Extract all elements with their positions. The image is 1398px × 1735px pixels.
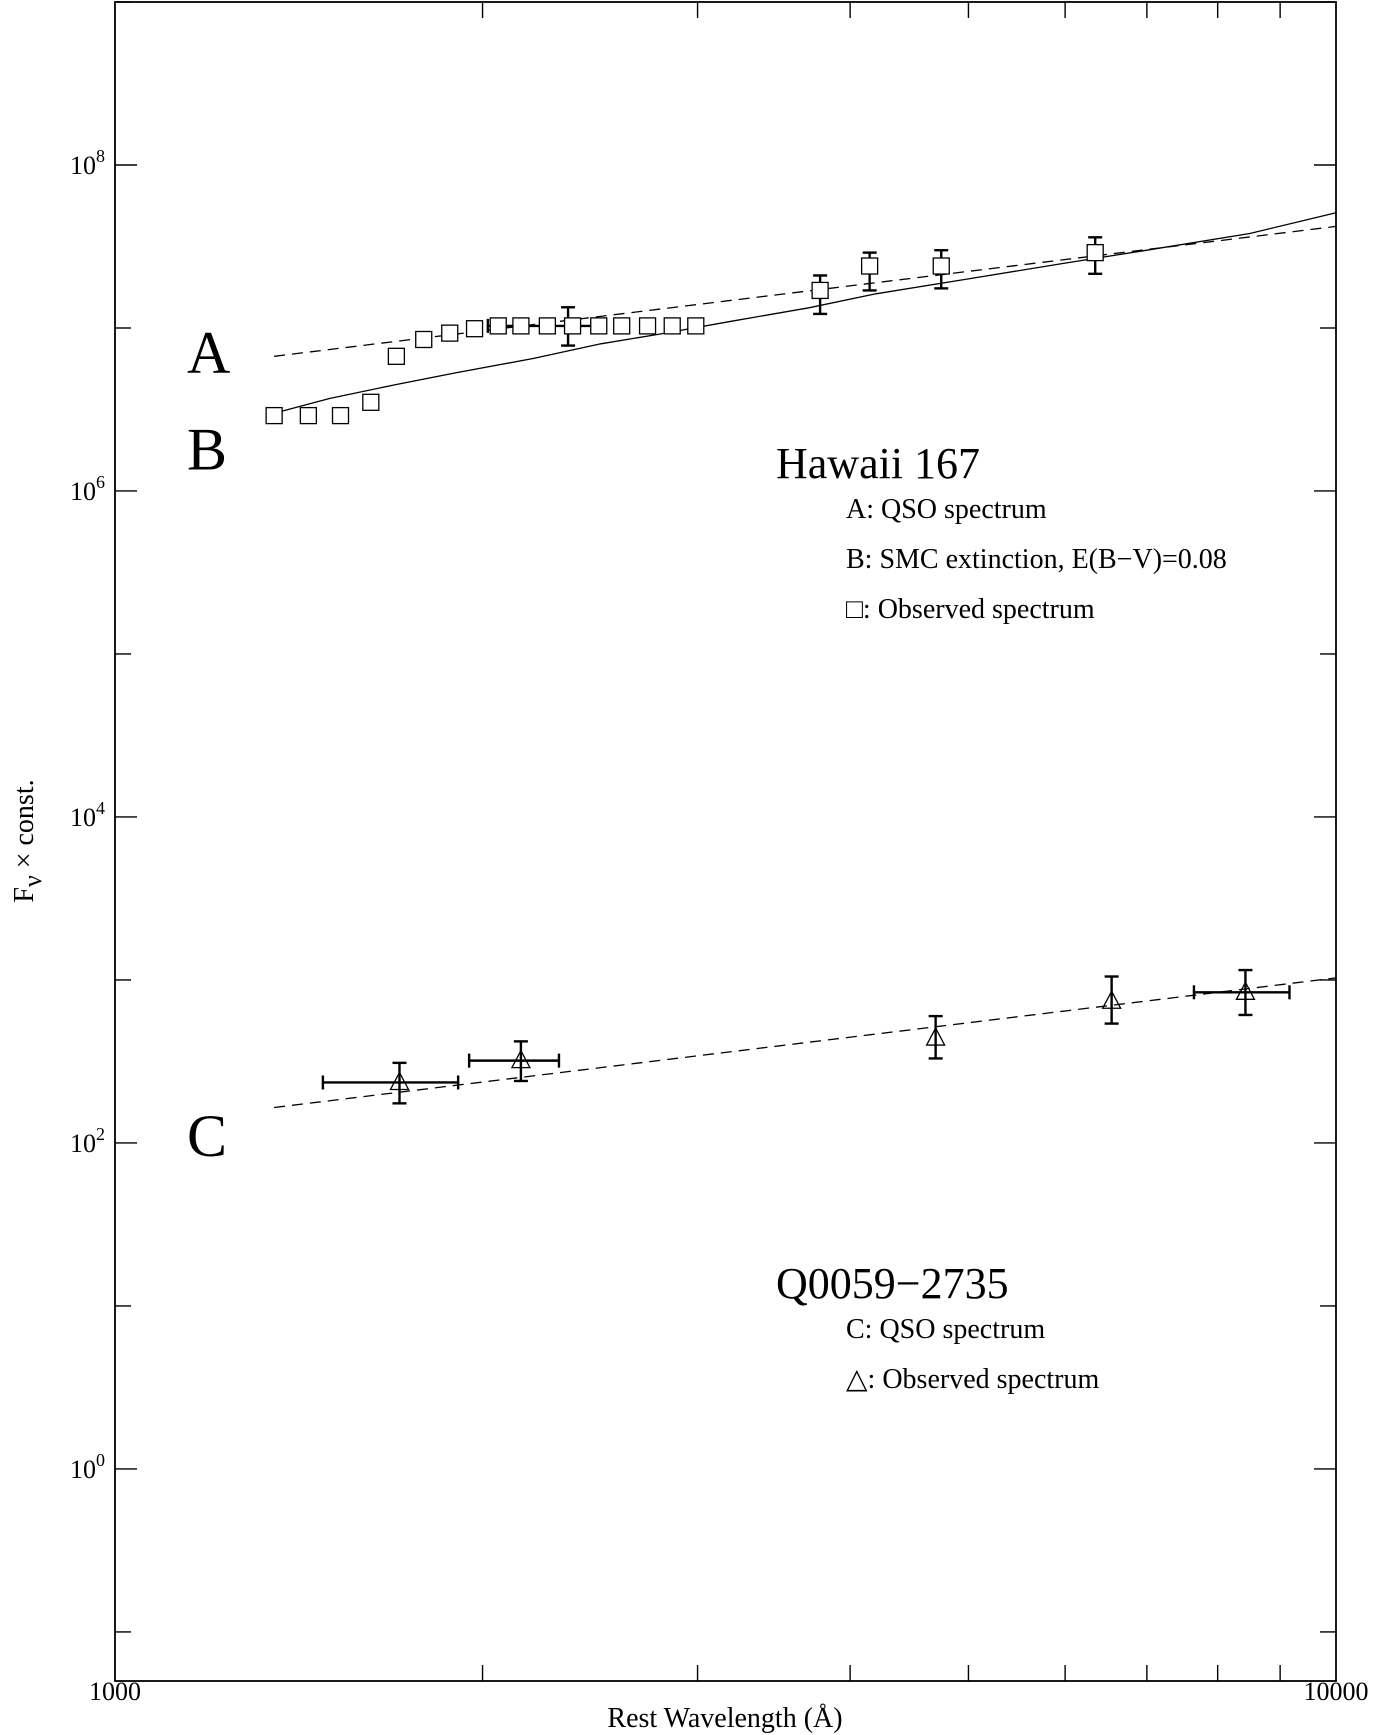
curve-label: B bbox=[187, 416, 227, 482]
y-tick-label-exponent: 6 bbox=[96, 472, 105, 492]
y-tick-label: 100 bbox=[70, 1450, 105, 1484]
curve-labels: AB C bbox=[187, 320, 230, 1169]
square-marker bbox=[538, 317, 557, 335]
square-marker bbox=[563, 317, 582, 335]
legend-item-text: : Observed spectrum bbox=[868, 1364, 1100, 1395]
x-tick-labels: 1000 10000 bbox=[89, 1677, 1369, 1706]
square-marker bbox=[811, 281, 829, 300]
y-axis-title: Fν × const. bbox=[9, 779, 47, 902]
square-legend-icon: □ bbox=[846, 594, 863, 625]
x-tick-label: 10000 bbox=[1304, 1677, 1369, 1706]
triangle-marker bbox=[389, 1071, 410, 1091]
dashed-model-curve bbox=[274, 977, 1337, 1109]
y-tick-label: 102 bbox=[70, 1124, 105, 1158]
plot-frame bbox=[114, 1, 1337, 1682]
y-tick-label-exponent: 0 bbox=[96, 1450, 105, 1470]
square-marker bbox=[465, 320, 484, 338]
legend-item: C: QSO spectrum bbox=[846, 1314, 1045, 1345]
triangle-marker bbox=[510, 1049, 531, 1069]
y-tick-label-exponent: 8 bbox=[96, 146, 105, 166]
square-marker bbox=[687, 317, 705, 335]
y-tick-label-exponent: 2 bbox=[96, 1124, 105, 1144]
y-tick-label-base: 10 bbox=[70, 151, 96, 180]
legend-item-text: B: SMC extinction, E(B−V)=0.08 bbox=[846, 544, 1227, 575]
triangle-marker bbox=[1101, 989, 1122, 1009]
square-marker bbox=[489, 317, 507, 335]
triangle-marker bbox=[925, 1026, 946, 1046]
y-tick-label-base: 10 bbox=[70, 1455, 96, 1484]
legend-group-title: Q0059−2735 bbox=[776, 1259, 1009, 1308]
square-marker bbox=[638, 317, 657, 335]
square-marker bbox=[299, 406, 318, 425]
y-axis-title-part: × const. bbox=[9, 779, 40, 875]
square-marker bbox=[331, 406, 350, 425]
legend-groups: Hawaii 167 A: QSO spectrum B: SMC extincti… bbox=[776, 439, 1227, 1395]
legend-item: B: SMC extinction, E(B−V)=0.08 bbox=[846, 544, 1227, 575]
square-marker bbox=[415, 330, 433, 349]
y-tick-label: 108 bbox=[70, 146, 105, 180]
square-marker bbox=[387, 347, 406, 365]
square-marker bbox=[362, 393, 380, 411]
y-tick-label-exponent: 4 bbox=[96, 798, 105, 818]
y-tick-label: 104 bbox=[70, 798, 105, 832]
data-markers bbox=[265, 243, 1256, 1091]
square-marker bbox=[590, 317, 608, 335]
legend-item: □: Observed spectrum bbox=[846, 594, 1095, 625]
square-marker bbox=[613, 317, 631, 335]
curve-label: C bbox=[187, 1103, 227, 1169]
y-axis-title-part: F bbox=[9, 887, 40, 903]
square-marker bbox=[932, 257, 950, 275]
legend-item-text: C: QSO spectrum bbox=[846, 1314, 1045, 1345]
triangle-legend-icon: △ bbox=[846, 1364, 868, 1395]
legend-item-text: : Observed spectrum bbox=[863, 594, 1095, 625]
legend-group: Hawaii 167 A: QSO spectrum B: SMC extincti… bbox=[776, 439, 1227, 625]
square-marker bbox=[265, 406, 283, 425]
y-tick-label-base: 10 bbox=[70, 1129, 96, 1158]
y-tick-label: 106 bbox=[70, 472, 105, 506]
square-marker bbox=[512, 317, 530, 335]
legend-group-title: Hawaii 167 bbox=[776, 439, 980, 488]
y-minor-ticks bbox=[115, 1, 1336, 1633]
y-axis-title-part: ν bbox=[18, 875, 47, 887]
x-axis-title: Rest Wavelength (Å) bbox=[607, 1703, 842, 1734]
square-marker bbox=[1086, 243, 1104, 262]
model-curves bbox=[273, 212, 1337, 1109]
x-minor-ticks bbox=[481, 2, 1281, 1681]
square-marker bbox=[860, 257, 879, 275]
legend-group: Q0059−2735 C: QSO spectrum △: Observed spe… bbox=[776, 1259, 1099, 1395]
y-tick-label-base: 10 bbox=[70, 477, 96, 506]
square-marker bbox=[441, 324, 459, 342]
legend-item: △: Observed spectrum bbox=[846, 1364, 1099, 1395]
curve-label: A bbox=[187, 320, 230, 386]
square-marker bbox=[663, 317, 681, 335]
solid-model-curve bbox=[273, 212, 1337, 414]
error-bars bbox=[321, 236, 1291, 1105]
y-tick-label-base: 10 bbox=[70, 803, 96, 832]
legend-item-text: A: QSO spectrum bbox=[846, 494, 1047, 525]
triangle-marker bbox=[1235, 980, 1256, 1000]
legend-item: A: QSO spectrum bbox=[846, 494, 1047, 525]
x-tick-label: 1000 bbox=[89, 1677, 141, 1706]
